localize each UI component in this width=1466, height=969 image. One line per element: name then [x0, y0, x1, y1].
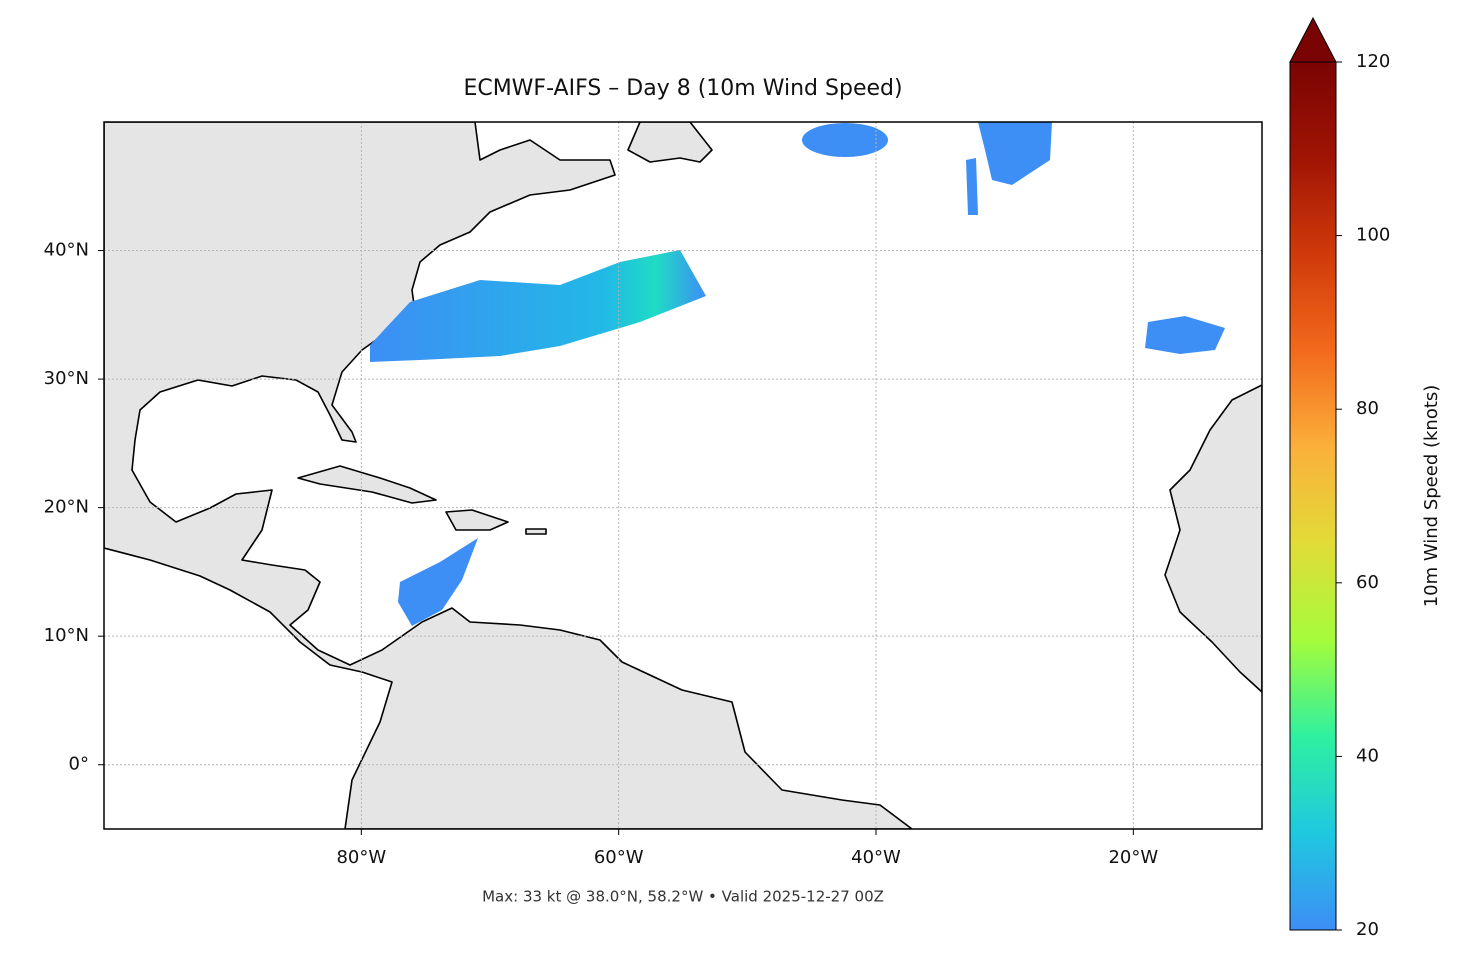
colorbar-tick-label: 120: [1356, 51, 1390, 72]
map-area: [104, 122, 1262, 829]
x-tick-label: 80°W: [336, 847, 386, 868]
newfoundland: [627, 122, 713, 163]
americas: [104, 122, 913, 829]
map-frame: [103, 121, 1263, 830]
puerto-rico: [525, 528, 547, 535]
colorbar: [1289, 61, 1337, 931]
wind-swath: [802, 123, 888, 157]
colorbar-extend: [1289, 16, 1337, 63]
colorbar-label: 10m Wind Speed (knots): [1421, 385, 1442, 608]
footer-note: Max: 33 kt @ 38.0°N, 58.2°W • Valid 2025…: [482, 888, 884, 906]
y-tick-label: 20°N: [44, 497, 89, 518]
africa: [1164, 384, 1262, 693]
hispaniola: [445, 509, 509, 531]
wind-swath: [1145, 316, 1225, 354]
y-tick-label: 0°: [69, 754, 89, 775]
colorbar-tick-label: 100: [1356, 225, 1390, 246]
y-tick-label: 40°N: [44, 240, 89, 261]
graticule: [104, 122, 1262, 829]
y-tick-label: 30°N: [44, 368, 89, 389]
wind-swath: [966, 158, 978, 215]
chart-title: ECMWF-AIFS – Day 8 (10m Wind Speed): [463, 76, 902, 101]
colorbar-tick-label: 20: [1356, 919, 1379, 940]
colorbar-tick-label: 80: [1356, 398, 1379, 419]
x-tick-label: 20°W: [1108, 847, 1158, 868]
wind-swath: [398, 538, 478, 626]
cuba: [297, 465, 437, 504]
colorbar-tick-label: 60: [1356, 572, 1379, 593]
wind-swath: [978, 122, 1052, 185]
x-tick-label: 60°W: [594, 847, 644, 868]
wind-swath: [370, 250, 706, 362]
x-tick-label: 40°W: [851, 847, 901, 868]
colorbar-tick-label: 40: [1356, 745, 1379, 766]
y-tick-label: 10°N: [44, 625, 89, 646]
